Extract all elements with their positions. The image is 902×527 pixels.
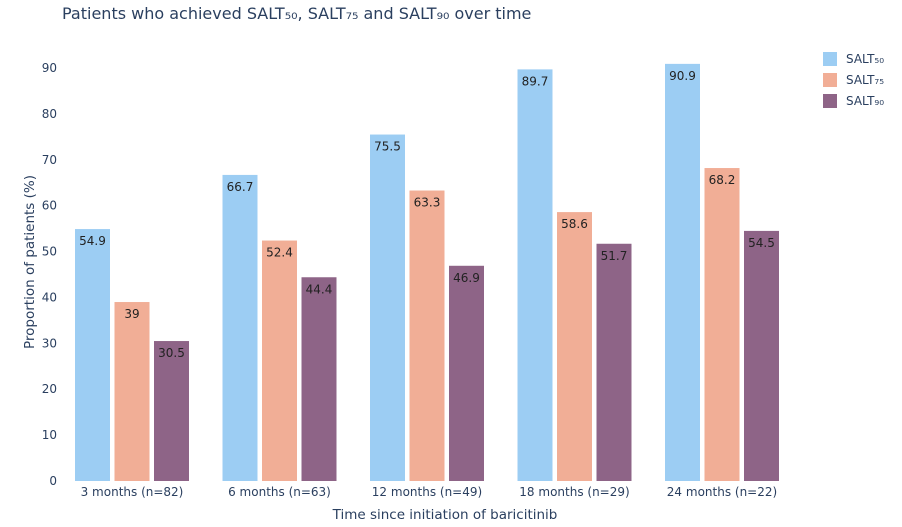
legend[interactable]: SALT₅₀ SALT₇₅ SALT₉₀ [823,52,884,108]
bar[interactable] [301,277,337,481]
y-tick-label: 20 [42,382,57,396]
bar[interactable] [704,168,740,481]
x-tick-label: 24 months (n=22) [667,485,777,499]
bar[interactable] [409,190,445,482]
bar-value-label: 39 [124,307,139,321]
legend-swatch[interactable] [823,73,837,87]
bar[interactable] [114,302,150,481]
bar[interactable] [517,69,553,482]
bar[interactable] [557,212,592,481]
bar[interactable] [222,174,258,481]
y-tick-label: 80 [42,107,57,121]
y-tick-label: 30 [42,336,57,350]
bar[interactable] [370,134,405,482]
y-tick-label: 60 [42,199,57,213]
bar-value-label: 51.7 [601,249,628,263]
bar-value-label: 52.4 [266,246,293,260]
bar[interactable] [665,63,700,482]
bar-value-label: 90.9 [669,69,696,83]
legend-label[interactable]: SALT₅₀ [846,52,884,66]
bar[interactable] [449,265,484,481]
bar[interactable] [75,229,110,481]
x-axis: 3 months (n=82) 6 months (n=63) 12 months … [81,485,778,499]
plot-area [75,63,779,482]
bar-value-label: 44.4 [306,282,333,296]
x-tick-label: 12 months (n=49) [372,485,482,499]
x-tick-label: 6 months (n=63) [228,485,331,499]
bar[interactable] [262,240,297,481]
bar-value-label: 89.7 [522,74,549,88]
bar-value-label: 54.5 [748,236,775,250]
y-tick-label: 40 [42,290,57,304]
bar-value-label: 30.5 [158,346,185,360]
x-tick-label: 3 months (n=82) [81,485,184,499]
y-tick-label: 10 [42,428,57,442]
x-tick-label: 18 months (n=29) [519,485,629,499]
bar[interactable] [596,243,632,481]
y-axis-title: Proportion of patients (%) [22,175,38,349]
bar-value-label: 54.9 [79,234,106,248]
bar-value-label: 66.7 [227,180,254,194]
bar[interactable] [744,230,779,481]
legend-swatch[interactable] [823,94,837,108]
bar-value-label: 58.6 [561,217,588,231]
data-labels: 54.9 39 30.5 66.7 52.4 44.4 75.5 63.3 46.9 89.7 58… [79,69,775,360]
y-tick-label: 50 [42,245,57,259]
chart-title: Patients who achieved SALT₅₀, SALT₇₅ and… [62,4,531,23]
y-axis: 0 10 20 30 40 50 60 70 80 90 [42,61,57,488]
y-tick-label: 0 [49,474,57,488]
legend-label[interactable]: SALT₉₀ [846,94,884,108]
bar[interactable] [154,341,189,481]
bar-value-label: 63.3 [414,196,441,210]
legend-swatch[interactable] [823,52,837,66]
y-tick-label: 70 [42,153,57,167]
legend-label[interactable]: SALT₇₅ [846,73,884,87]
bar-value-label: 68.2 [709,173,736,187]
bar-value-label: 46.9 [453,271,480,285]
bar-value-label: 75.5 [374,140,401,154]
y-tick-label: 90 [42,61,57,75]
x-axis-title: Time since initiation of baricitinib [332,507,558,523]
